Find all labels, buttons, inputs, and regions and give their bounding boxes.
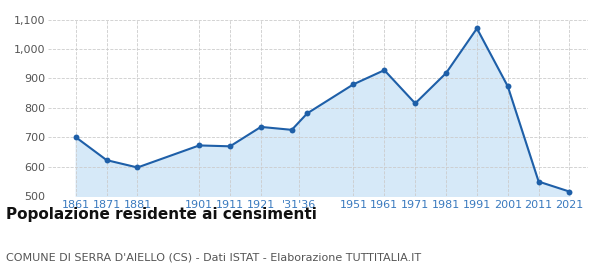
Point xyxy=(349,82,358,87)
Point xyxy=(302,111,312,116)
Point xyxy=(380,68,389,73)
Point xyxy=(194,143,204,148)
Point xyxy=(534,179,544,184)
Point xyxy=(71,135,80,139)
Point xyxy=(287,128,296,132)
Point xyxy=(441,71,451,75)
Text: COMUNE DI SERRA D'AIELLO (CS) - Dati ISTAT - Elaborazione TUTTITALIA.IT: COMUNE DI SERRA D'AIELLO (CS) - Dati IST… xyxy=(6,252,421,262)
Point xyxy=(565,189,574,194)
Point xyxy=(256,125,266,129)
Text: Popolazione residente ai censimenti: Popolazione residente ai censimenti xyxy=(6,207,317,222)
Point xyxy=(410,101,420,106)
Point xyxy=(472,26,482,31)
Point xyxy=(225,144,235,149)
Point xyxy=(503,84,512,88)
Point xyxy=(102,158,112,162)
Point xyxy=(133,165,142,170)
